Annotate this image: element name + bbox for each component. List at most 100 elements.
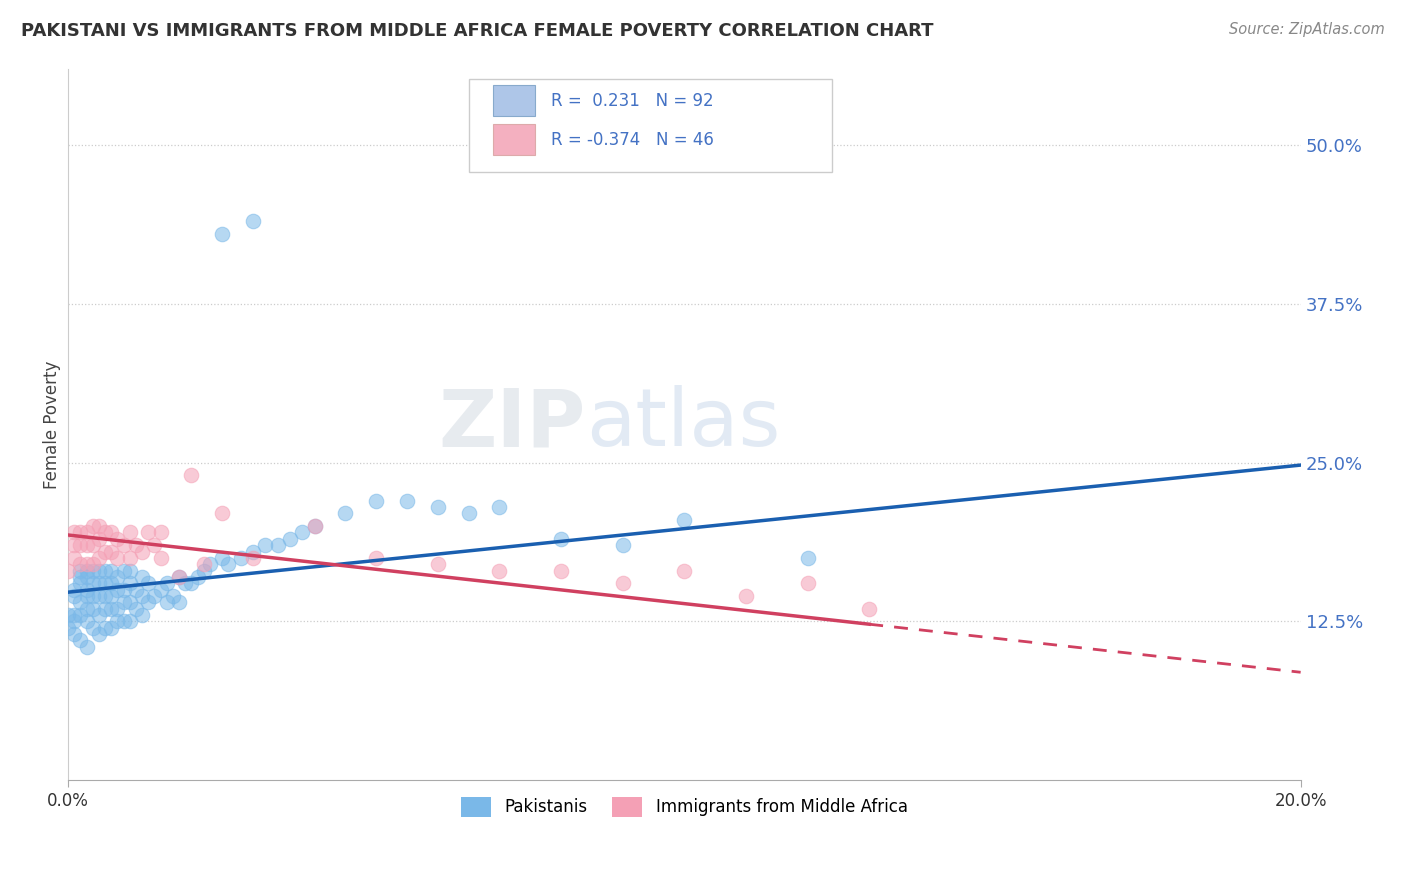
Point bbox=[69, 576, 91, 591]
Point bbox=[82, 538, 104, 552]
Point bbox=[550, 564, 572, 578]
Text: Source: ZipAtlas.com: Source: ZipAtlas.com bbox=[1229, 22, 1385, 37]
Point bbox=[94, 601, 117, 615]
Point bbox=[112, 582, 135, 597]
Point bbox=[63, 538, 86, 552]
Point bbox=[82, 519, 104, 533]
Point bbox=[76, 570, 98, 584]
Point bbox=[105, 582, 128, 597]
Point bbox=[63, 589, 86, 603]
Point bbox=[156, 576, 179, 591]
Point bbox=[112, 615, 135, 629]
Point bbox=[193, 564, 215, 578]
Point bbox=[63, 615, 86, 629]
Point bbox=[76, 615, 98, 629]
Point bbox=[211, 227, 233, 241]
Point bbox=[242, 550, 264, 565]
Point bbox=[94, 621, 117, 635]
Point bbox=[242, 214, 264, 228]
Point bbox=[278, 532, 301, 546]
Text: atlas: atlas bbox=[586, 385, 780, 464]
Point bbox=[180, 468, 202, 483]
Point bbox=[304, 519, 326, 533]
Point bbox=[125, 601, 148, 615]
Point bbox=[69, 525, 91, 540]
Point bbox=[112, 595, 135, 609]
Point bbox=[69, 608, 91, 623]
Point bbox=[125, 582, 148, 597]
Text: PAKISTANI VS IMMIGRANTS FROM MIDDLE AFRICA FEMALE POVERTY CORRELATION CHART: PAKISTANI VS IMMIGRANTS FROM MIDDLE AFRI… bbox=[21, 22, 934, 40]
Point bbox=[118, 615, 141, 629]
Point bbox=[125, 538, 148, 552]
Point bbox=[186, 570, 208, 584]
Point bbox=[82, 589, 104, 603]
Point bbox=[76, 525, 98, 540]
Point bbox=[112, 538, 135, 552]
Point bbox=[335, 507, 357, 521]
Point bbox=[87, 589, 110, 603]
Point bbox=[76, 640, 98, 654]
Point bbox=[266, 538, 288, 552]
Point bbox=[82, 576, 104, 591]
Point bbox=[76, 589, 98, 603]
Point bbox=[94, 576, 117, 591]
FancyBboxPatch shape bbox=[494, 124, 536, 155]
Point bbox=[105, 615, 128, 629]
Y-axis label: Female Poverty: Female Poverty bbox=[44, 360, 60, 489]
Point bbox=[136, 576, 159, 591]
Point bbox=[254, 538, 277, 552]
Point bbox=[69, 538, 91, 552]
Point bbox=[94, 589, 117, 603]
Legend: Pakistanis, Immigrants from Middle Africa: Pakistanis, Immigrants from Middle Afric… bbox=[453, 789, 917, 825]
Point bbox=[87, 608, 110, 623]
Point bbox=[488, 564, 510, 578]
Point bbox=[366, 493, 388, 508]
Point bbox=[82, 601, 104, 615]
Point bbox=[673, 564, 696, 578]
Point bbox=[87, 519, 110, 533]
Point bbox=[100, 576, 122, 591]
Point bbox=[87, 627, 110, 641]
Point bbox=[82, 621, 104, 635]
Point bbox=[180, 576, 202, 591]
Point bbox=[488, 500, 510, 514]
Point bbox=[100, 601, 122, 615]
Point bbox=[796, 576, 818, 591]
Point bbox=[118, 576, 141, 591]
Point bbox=[131, 589, 153, 603]
Point bbox=[162, 589, 184, 603]
Point bbox=[63, 608, 86, 623]
Point bbox=[87, 564, 110, 578]
Point bbox=[612, 576, 634, 591]
Point bbox=[94, 544, 117, 558]
Point bbox=[143, 589, 166, 603]
Point bbox=[612, 538, 634, 552]
Point bbox=[118, 595, 141, 609]
Text: R = -0.374   N = 46: R = -0.374 N = 46 bbox=[551, 131, 714, 149]
Point bbox=[82, 564, 104, 578]
Point bbox=[87, 532, 110, 546]
Point bbox=[291, 525, 314, 540]
Point bbox=[105, 570, 128, 584]
Point bbox=[69, 595, 91, 609]
Point bbox=[56, 621, 79, 635]
Point bbox=[100, 525, 122, 540]
Point bbox=[156, 595, 179, 609]
Point bbox=[858, 601, 880, 615]
Point bbox=[796, 550, 818, 565]
Point bbox=[100, 621, 122, 635]
Point bbox=[94, 564, 117, 578]
Point bbox=[366, 550, 388, 565]
Point bbox=[118, 525, 141, 540]
Point bbox=[136, 595, 159, 609]
Point bbox=[63, 525, 86, 540]
Point bbox=[87, 550, 110, 565]
Point bbox=[100, 564, 122, 578]
Point bbox=[100, 589, 122, 603]
Point bbox=[131, 570, 153, 584]
Point bbox=[198, 558, 221, 572]
Point bbox=[131, 608, 153, 623]
Point bbox=[69, 564, 91, 578]
Point bbox=[63, 582, 86, 597]
Point bbox=[149, 582, 172, 597]
